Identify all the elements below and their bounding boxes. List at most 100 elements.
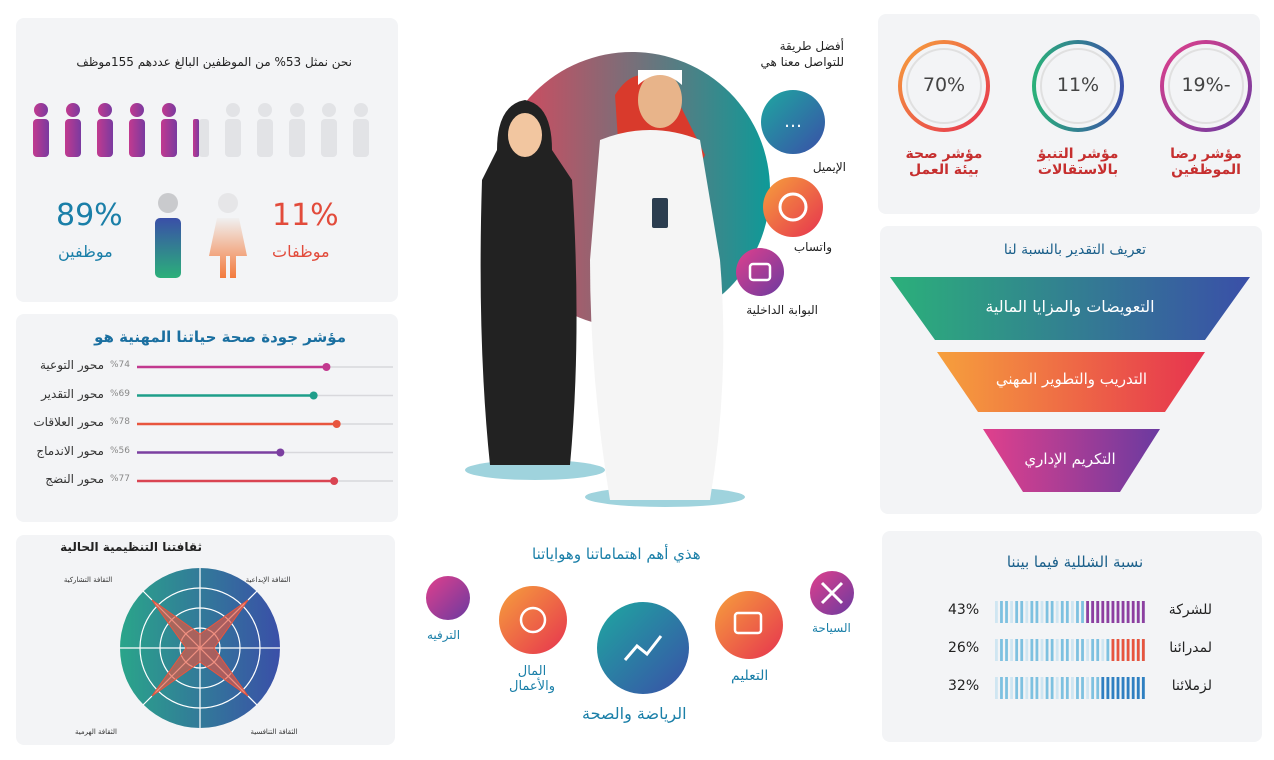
- clique-stripe-filled: [1121, 601, 1125, 623]
- quality-label: محور الاندماج: [36, 443, 104, 458]
- interest-label: التعليم: [731, 668, 769, 684]
- indicator-value: 11%: [1056, 74, 1100, 96]
- indicator-value: 70%: [922, 74, 966, 96]
- clique-stripe: [1010, 601, 1013, 623]
- appreciation-level: التعويضات والمزايا المالية: [985, 297, 1155, 316]
- clique-stripe: [1091, 677, 1095, 699]
- clique-stripe: [1015, 677, 1019, 699]
- interest-label: الرياضة والصحة: [582, 704, 687, 723]
- indicator-label: مؤشر التنبؤ بالاستقالات: [1037, 146, 1119, 178]
- radar-axis-label: الثقافة التشاركية: [64, 576, 112, 584]
- illustration: [465, 52, 770, 507]
- clique-label: للشركة: [1168, 602, 1212, 618]
- indicator-label: مؤشر صحة بيئة العمل: [905, 146, 983, 178]
- interest-label: السياحة: [812, 621, 851, 635]
- clique-stripe: [1030, 677, 1034, 699]
- clique-stripe-filled: [1136, 639, 1140, 661]
- clique-stripe: [1020, 639, 1024, 661]
- indicator-value: -19%: [1181, 74, 1231, 96]
- clique-stripe-filled: [1116, 677, 1120, 699]
- quality-value: %56: [110, 445, 131, 456]
- clique-stripe: [1010, 639, 1013, 661]
- slider-dot: [276, 448, 285, 457]
- clique-stripe: [1076, 677, 1079, 699]
- clique-stripe-filled: [1091, 601, 1095, 623]
- clique-stripe: [1000, 601, 1003, 623]
- clique-stripe: [1096, 677, 1100, 699]
- channel-label: البوابة الداخلية: [746, 303, 818, 317]
- clique-stripe: [995, 601, 998, 623]
- clique-stripe-filled: [1131, 677, 1135, 699]
- interest-label: المال والأعمال: [509, 664, 555, 694]
- clique-stripe: [1071, 639, 1074, 661]
- indicator-label: مؤشر رضا الموظفين: [1170, 146, 1242, 178]
- clique-stripe: [1106, 639, 1110, 661]
- appreciation-title: تعريف التقدير بالنسبة لنا: [1003, 242, 1147, 258]
- contact-title: أفضل طريقة للتواصل معنا هي: [760, 39, 844, 69]
- clique-stripe: [1035, 639, 1039, 661]
- clique-stripe-filled: [1086, 601, 1089, 623]
- clique-stripe: [995, 639, 998, 661]
- clique-stripe-filled: [1116, 639, 1120, 661]
- clique-stripe: [1076, 601, 1079, 623]
- clique-stripe: [1065, 601, 1069, 623]
- clique-stripe: [1025, 601, 1029, 623]
- clique-label: لمدرائنا: [1169, 640, 1212, 656]
- clique-stripe: [1050, 601, 1054, 623]
- employees-title: نحن نمثل 53% من الموظفين البالغ عددهم 15…: [76, 55, 352, 69]
- clique-stripe: [1030, 639, 1034, 661]
- clique-stripe: [1065, 677, 1069, 699]
- clique-stripe-filled: [1131, 601, 1135, 623]
- clique-stripe: [1025, 639, 1029, 661]
- channel-label: الإيميل: [812, 160, 846, 174]
- clique-bar: [1111, 639, 1145, 661]
- clique-stripe: [1040, 639, 1044, 661]
- clique-stripe-filled: [1111, 677, 1115, 699]
- channel-label: واتساب: [793, 240, 832, 254]
- male-label: موظفين: [58, 242, 113, 261]
- clique-value: 43%: [948, 602, 980, 618]
- clique-stripe: [1005, 601, 1008, 623]
- clique-stripe-filled: [1126, 639, 1130, 661]
- clique-value: 32%: [948, 678, 980, 694]
- interest-icons: [426, 571, 854, 694]
- clique-stripe-filled: [1136, 601, 1140, 623]
- interest-label: الترفيه: [427, 628, 461, 642]
- clique-stripe: [1040, 601, 1044, 623]
- appreciation-level: التدريب والتطوير المهني: [995, 370, 1148, 388]
- quality-value: %77: [110, 474, 131, 484]
- clique-stripe: [1045, 677, 1049, 699]
- clique-stripe: [1065, 639, 1069, 661]
- clique-stripe: [1010, 677, 1013, 699]
- slider-dot: [309, 391, 318, 400]
- clique-stripe: [1076, 639, 1079, 661]
- clique-stripe-filled: [1096, 601, 1100, 623]
- slider-dot: [322, 363, 331, 371]
- clique-stripe-filled: [1106, 601, 1110, 623]
- clique-stripe: [1060, 677, 1064, 699]
- male-percent: 89%: [56, 198, 123, 233]
- culture-title: ثقافتنا التنظيمية الحالية: [60, 540, 202, 554]
- interests-title: هذي أهم اهتماماتنا وهواياتنا: [532, 545, 701, 563]
- clique-label: لزملائنا: [1171, 678, 1212, 694]
- clique-stripe: [1035, 601, 1039, 623]
- clique-stripe-filled: [1126, 677, 1130, 699]
- clique-stripe: [1035, 677, 1039, 699]
- clique-stripe-filled: [1141, 639, 1145, 661]
- clique-stripe: [1060, 601, 1064, 623]
- quality-label: محور النضج: [45, 472, 104, 486]
- clique-stripe-filled: [1141, 601, 1145, 623]
- clique-bar: [1101, 677, 1145, 699]
- clique-stripe: [1081, 639, 1084, 661]
- clique-stripe: [995, 677, 998, 699]
- employees-card: [16, 18, 398, 302]
- clique-stripe: [1000, 639, 1003, 661]
- clique-stripe: [1050, 639, 1054, 661]
- clique-stripe: [1025, 677, 1029, 699]
- clique-stripe: [1055, 639, 1059, 661]
- radar-shape: [151, 599, 249, 697]
- clique-stripe: [1015, 601, 1019, 623]
- clique-stripe: [1101, 639, 1105, 661]
